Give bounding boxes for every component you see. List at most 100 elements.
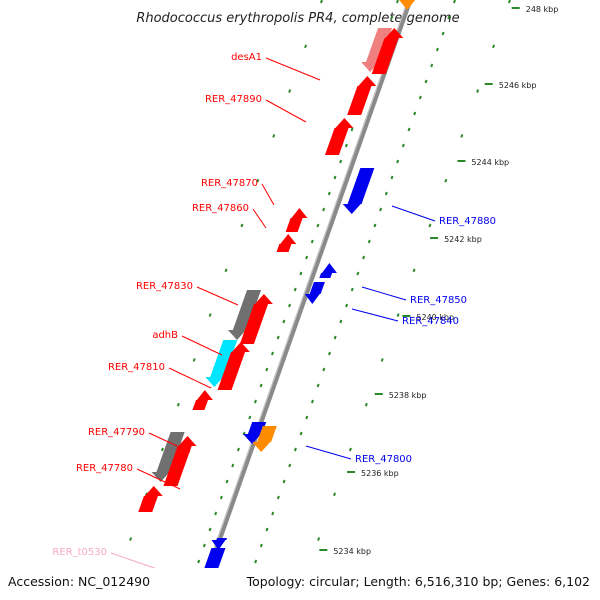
leader-line — [181, 335, 223, 356]
scale-label: 5242 kbp — [444, 235, 482, 244]
tick-dot-0 — [236, 447, 240, 452]
scale-label: 5246 kbp — [499, 81, 537, 90]
tick-dot-2 — [288, 89, 292, 93]
tick-dot-1 — [339, 319, 343, 324]
tick-dot-1 — [322, 367, 326, 372]
tick-dot-0 — [225, 479, 229, 484]
scale-label: 5236 kbp — [361, 469, 399, 478]
gene-features — [138, 0, 416, 600]
tick-dot-1 — [356, 271, 360, 276]
backbone-line — [195, 0, 413, 600]
RER_47800-feature — [252, 426, 277, 452]
tick-dot-2 — [256, 178, 260, 183]
leader-line — [305, 445, 352, 460]
tick-dot-0 — [390, 15, 394, 20]
gene-label-right: RER_47880 — [439, 216, 496, 227]
tick-dot-1 — [345, 303, 349, 308]
gene-label-left: desA1 — [231, 52, 262, 63]
gene-feature-c — [239, 294, 273, 344]
tick-dot-3 — [460, 134, 464, 138]
tick-dot-0 — [288, 303, 292, 308]
tick-dot-2 — [319, 0, 323, 4]
gene-label-left: RER_47780 — [76, 463, 133, 474]
tick-dot-0 — [259, 383, 263, 388]
gene-label-left: RER_47810 — [108, 362, 165, 373]
tick-dot-1 — [276, 495, 280, 500]
leader-line — [252, 208, 267, 229]
tick-dot-0 — [293, 287, 297, 292]
tick-dot-0 — [208, 527, 212, 532]
tick-dot-3 — [317, 537, 321, 541]
tick-dot-3 — [476, 89, 480, 93]
leader-line — [168, 367, 212, 389]
RER_47860-feature — [276, 234, 297, 252]
tick-dot-0 — [219, 495, 223, 500]
tick-dot-0 — [327, 191, 331, 196]
tick-dot-0 — [316, 223, 320, 228]
leader-line — [261, 183, 275, 206]
tick-dot-0 — [231, 463, 235, 468]
gene-feature-d — [192, 390, 213, 410]
tick-dot-0 — [202, 543, 206, 548]
tick-dot-2 — [176, 402, 180, 407]
gene-labels: desA1 RER_47890 RER_47870 RER_47860 RER_4783… — [52, 52, 496, 571]
tick-dot-1 — [328, 351, 331, 356]
tick-dot-1 — [384, 191, 388, 196]
backbone-highlight — [195, 0, 409, 600]
leader-line — [265, 99, 307, 123]
tick-dot-0 — [214, 511, 218, 516]
tick-dot-3 — [364, 402, 368, 407]
tick-dot-1 — [316, 383, 320, 388]
gene-label-left: RER_t0530 — [52, 547, 107, 558]
tick-dot-0 — [339, 159, 343, 164]
gene-label-left: RER_47830 — [136, 281, 193, 292]
tick-dot-1 — [259, 543, 263, 548]
map-title: Rhodococcus erythropolis PR4, complete g… — [136, 11, 459, 26]
tick-dot-1 — [424, 79, 428, 84]
tick-dot-1 — [310, 399, 314, 404]
scale-label: 5240 kbp — [416, 313, 454, 322]
tick-dot-0 — [276, 335, 280, 340]
RER_47840-feature — [304, 282, 325, 304]
tick-dot-1 — [271, 511, 275, 516]
scale-label: 5244 kbp — [471, 158, 509, 167]
RER_47850-feature — [319, 263, 337, 278]
tick-dot-1 — [299, 431, 303, 436]
tick-dot-0 — [299, 271, 303, 276]
tick-dot-0 — [333, 175, 337, 180]
tick-dot-0 — [271, 351, 274, 356]
gene-feature-top — [399, 0, 416, 10]
tick-dot-2 — [129, 537, 133, 541]
tick-dot-0 — [322, 207, 326, 212]
tick-dot-1 — [418, 95, 422, 100]
tick-dot-3 — [507, 0, 511, 4]
tick-dot-2 — [240, 223, 244, 228]
gene-label-right: RER_47800 — [355, 454, 412, 465]
tick-dot-0 — [248, 415, 252, 420]
tick-dot-1 — [407, 127, 411, 132]
gene-feature-b — [324, 118, 354, 155]
scale-label: 5234 kbp — [333, 547, 371, 556]
tick-dot-0 — [282, 319, 286, 324]
gene-label-right: RER_47850 — [410, 295, 467, 306]
tick-dot-1 — [288, 463, 292, 468]
gene-label-right: RER_47840 — [402, 316, 459, 327]
tick-dot-1 — [362, 255, 366, 260]
tick-dot-2 — [160, 447, 164, 452]
tick-dot-1 — [293, 447, 297, 452]
tick-dot-0 — [310, 239, 314, 244]
tick-dot-2 — [192, 358, 196, 362]
gene-feature-a — [371, 28, 404, 74]
footer-bg — [0, 568, 600, 600]
RER_47830-feature — [228, 290, 262, 340]
RER_47870-feature — [285, 208, 308, 232]
leader-line — [196, 286, 239, 306]
tick-dot-1 — [305, 415, 309, 420]
leader-line — [265, 57, 321, 81]
tick-dot-2 — [208, 313, 212, 317]
tick-dot-1 — [390, 175, 394, 180]
accession-text: Accession: NC_012490 — [8, 574, 150, 589]
tick-dot-3 — [412, 268, 416, 273]
tick-dot-1 — [379, 207, 383, 212]
